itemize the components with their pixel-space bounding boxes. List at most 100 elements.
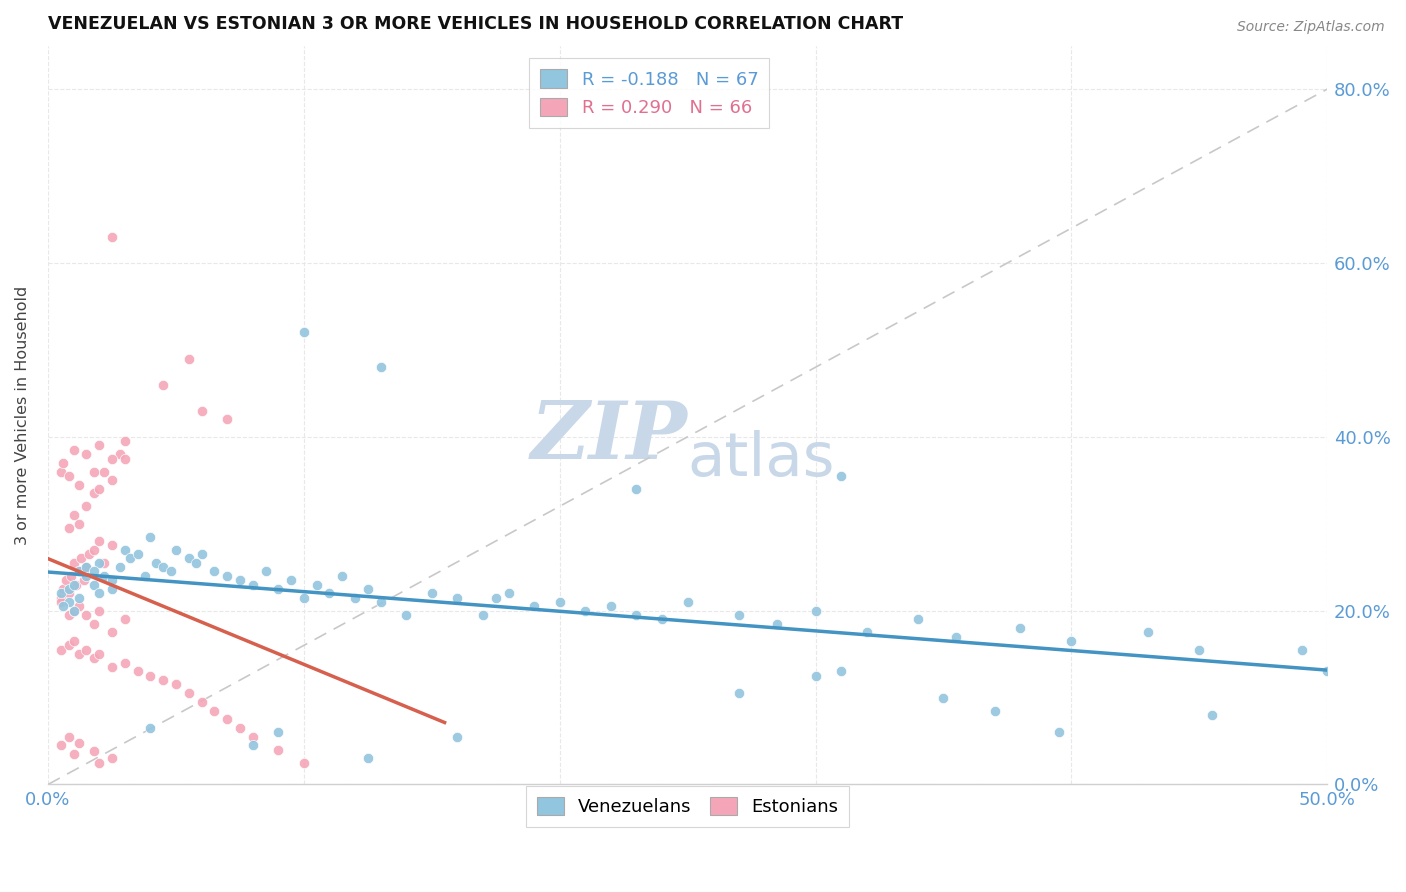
Text: VENEZUELAN VS ESTONIAN 3 OR MORE VEHICLES IN HOUSEHOLD CORRELATION CHART: VENEZUELAN VS ESTONIAN 3 OR MORE VEHICLE…	[48, 15, 903, 33]
Point	[370, 360, 392, 375]
Point	[75, 560, 97, 574]
Point	[52, 599, 75, 614]
Point	[217, 412, 239, 426]
Point	[58, 582, 80, 596]
Point	[75, 569, 97, 583]
Legend: Venezuelans, Estonians: Venezuelans, Estonians	[526, 786, 849, 827]
Point	[127, 547, 149, 561]
Point	[52, 456, 75, 470]
Text: atlas: atlas	[688, 430, 835, 489]
Point	[242, 577, 264, 591]
Point	[83, 542, 105, 557]
Point	[101, 538, 124, 552]
Point	[267, 582, 290, 596]
Point	[254, 565, 277, 579]
Point	[855, 625, 877, 640]
Point	[93, 569, 115, 583]
Point	[165, 677, 187, 691]
Point	[177, 351, 200, 366]
Point	[75, 642, 97, 657]
Point	[83, 651, 105, 665]
Point	[292, 326, 315, 340]
Y-axis label: 3 or more Vehicles in Household: 3 or more Vehicles in Household	[15, 285, 30, 545]
Point	[548, 595, 571, 609]
Point	[1060, 634, 1083, 648]
Point	[727, 686, 749, 700]
Point	[108, 447, 131, 461]
Point	[190, 403, 212, 417]
Point	[52, 582, 75, 596]
Point	[1137, 625, 1160, 640]
Point	[471, 607, 494, 622]
Point	[420, 586, 443, 600]
Point	[651, 612, 673, 626]
Point	[75, 447, 97, 461]
Point	[202, 704, 225, 718]
Point	[267, 742, 290, 756]
Point	[65, 577, 87, 591]
Point	[498, 586, 520, 600]
Point	[1291, 642, 1313, 657]
Point	[62, 556, 84, 570]
Point	[101, 230, 124, 244]
Point	[1047, 725, 1070, 739]
Point	[83, 616, 105, 631]
Point	[357, 582, 380, 596]
Point	[152, 377, 174, 392]
Point	[58, 639, 80, 653]
Point	[242, 739, 264, 753]
Point	[318, 586, 340, 600]
Point	[139, 669, 162, 683]
Point	[89, 438, 111, 452]
Point	[190, 695, 212, 709]
Point	[58, 521, 80, 535]
Point	[292, 756, 315, 770]
Point	[62, 508, 84, 522]
Point	[108, 560, 131, 574]
Point	[145, 556, 167, 570]
Point	[127, 665, 149, 679]
Point	[83, 744, 105, 758]
Point	[89, 534, 111, 549]
Point	[485, 591, 508, 605]
Point	[83, 465, 105, 479]
Point	[114, 656, 136, 670]
Point	[177, 686, 200, 700]
Point	[152, 560, 174, 574]
Point	[165, 542, 187, 557]
Point	[983, 704, 1005, 718]
Point	[229, 573, 252, 587]
Point	[395, 607, 418, 622]
Point	[118, 551, 141, 566]
Point	[217, 569, 239, 583]
Point	[67, 647, 90, 661]
Point	[83, 486, 105, 500]
Point	[67, 565, 90, 579]
Point	[58, 730, 80, 744]
Point	[49, 465, 72, 479]
Point	[89, 482, 111, 496]
Point	[62, 442, 84, 457]
Point	[190, 547, 212, 561]
Point	[186, 556, 208, 570]
Point	[58, 586, 80, 600]
Point	[330, 569, 353, 583]
Point	[49, 739, 72, 753]
Point	[101, 751, 124, 765]
Point	[49, 642, 72, 657]
Point	[217, 712, 239, 726]
Point	[727, 607, 749, 622]
Point	[676, 595, 699, 609]
Point	[67, 565, 90, 579]
Point	[62, 604, 84, 618]
Point	[446, 591, 468, 605]
Point	[93, 465, 115, 479]
Point	[101, 573, 124, 587]
Point	[242, 730, 264, 744]
Point	[766, 616, 789, 631]
Point	[1201, 707, 1223, 722]
Point	[93, 556, 115, 570]
Point	[58, 595, 80, 609]
Point	[73, 573, 96, 587]
Point	[101, 473, 124, 487]
